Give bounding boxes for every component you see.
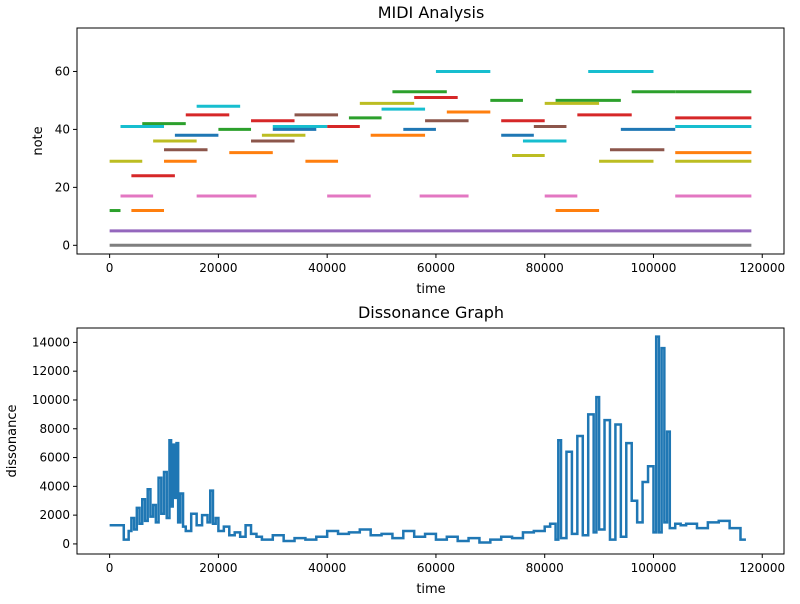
midi-x-axis-label: time xyxy=(416,282,445,297)
y-tick-label: 14000 xyxy=(32,335,70,349)
y-tick-label: 40 xyxy=(55,122,70,136)
x-tick-label: 0 xyxy=(106,261,114,275)
x-tick-label: 120000 xyxy=(739,261,785,275)
y-tick-label: 8000 xyxy=(39,422,70,436)
x-tick-label: 40000 xyxy=(308,261,346,275)
midi-analysis-chart: MIDI Analysis 0 20000 40000 60000 80000 10000… xyxy=(31,3,785,297)
x-tick-label: 120000 xyxy=(739,561,785,575)
midi-y-ticks: 0 20 40 60 xyxy=(55,64,77,252)
x-tick-label: 60000 xyxy=(417,261,455,275)
dissonance-x-ticks: 0 20000 40000 60000 80000 100000 120000 xyxy=(106,554,785,575)
dissonance-plot-area xyxy=(109,335,746,544)
y-tick-label: 0 xyxy=(62,238,70,252)
y-tick-label: 10000 xyxy=(32,393,70,407)
midi-y-axis-label: note xyxy=(31,126,46,155)
x-tick-label: 80000 xyxy=(526,561,564,575)
x-tick-label: 40000 xyxy=(308,561,346,575)
y-tick-label: 2000 xyxy=(39,508,70,522)
midi-chart-title: MIDI Analysis xyxy=(378,3,485,22)
y-tick-label: 6000 xyxy=(39,451,70,465)
dissonance-y-ticks: 0 2000 4000 6000 8000 10000 12000 14000 xyxy=(32,335,77,551)
x-tick-label: 20000 xyxy=(199,261,237,275)
x-tick-label: 100000 xyxy=(631,561,677,575)
dissonance-x-axis-label: time xyxy=(416,582,445,597)
y-tick-label: 0 xyxy=(62,537,70,551)
y-tick-label: 4000 xyxy=(39,479,70,493)
y-tick-label: 60 xyxy=(55,64,70,78)
dissonance-series-line xyxy=(109,335,746,544)
dissonance-graph-chart: Dissonance Graph 0 20000 40000 60000 80000 10… xyxy=(5,303,785,597)
midi-plot-area xyxy=(109,69,752,247)
x-tick-label: 0 xyxy=(106,561,114,575)
midi-x-ticks: 0 20000 40000 60000 80000 100000 120000 xyxy=(106,254,785,275)
x-tick-label: 20000 xyxy=(199,561,237,575)
y-tick-label: 12000 xyxy=(32,364,70,378)
x-tick-label: 60000 xyxy=(417,561,455,575)
x-tick-label: 100000 xyxy=(631,261,677,275)
dissonance-axes-frame xyxy=(76,327,785,555)
dissonance-y-axis-label: dissonance xyxy=(5,405,20,478)
midi-axes-frame xyxy=(76,27,785,255)
y-tick-label: 20 xyxy=(55,180,70,194)
dissonance-chart-title: Dissonance Graph xyxy=(358,303,504,322)
x-tick-label: 80000 xyxy=(526,261,564,275)
